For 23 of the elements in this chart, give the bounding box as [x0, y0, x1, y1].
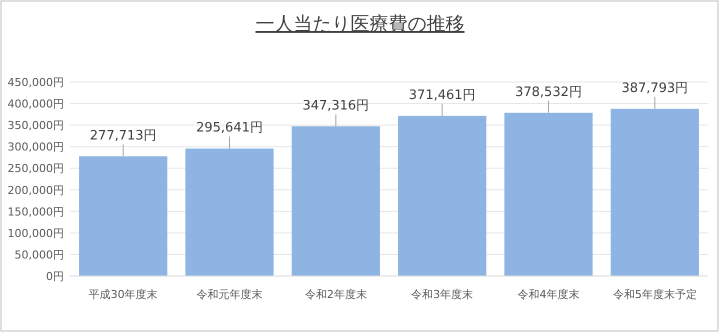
y-tick-label: 250,000円: [8, 162, 64, 176]
y-tick-label: 350,000円: [8, 119, 64, 132]
y-tick-label: 50,000円: [14, 248, 64, 262]
y-tick-label: 100,000円: [8, 226, 64, 240]
x-tick-label: 令和4年度末: [518, 288, 580, 301]
data-label: 387,793円: [621, 80, 688, 96]
y-tick-label: 200,000円: [8, 184, 64, 197]
data-label: 277,713円: [90, 128, 157, 144]
y-tick-label: 300,000円: [8, 140, 64, 154]
x-tick-label: 令和3年度末: [411, 288, 474, 301]
data-label: 378,532円: [515, 84, 582, 100]
x-tick-label: 平成30年度末: [88, 288, 158, 301]
x-tick-label: 令和元年度末: [196, 288, 262, 301]
chart-title: 一人当たり医療費の推移: [256, 13, 464, 35]
y-tick-label: 150,000円: [8, 205, 64, 218]
y-tick-label: 400,000円: [8, 98, 64, 111]
data-label: 371,461円: [408, 88, 476, 103]
data-label: 295,641円: [196, 120, 263, 136]
data-label: 347,316円: [302, 98, 370, 114]
y-tick-label: 0円: [46, 270, 64, 283]
x-tick-label: 令和5年度末予定: [612, 288, 697, 301]
x-tick-label: 令和2年度末: [304, 288, 367, 301]
y-tick-label: 450,000円: [8, 76, 64, 89]
